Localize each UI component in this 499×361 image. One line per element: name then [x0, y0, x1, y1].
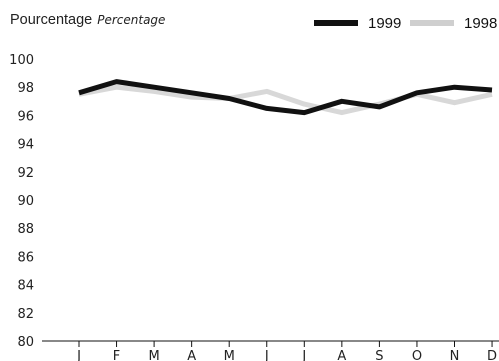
y-axis-title-english: Percentage: [97, 13, 166, 27]
y-tick-label-100: 100: [9, 53, 34, 68]
y-axis-title-french: Pourcentage: [10, 12, 93, 28]
x-tick-label-11: D: [487, 349, 497, 361]
x-tick-label-2: M: [148, 349, 159, 361]
y-tick-label-84: 84: [17, 279, 34, 294]
y-tick-label-88: 88: [17, 222, 34, 237]
x-tick-label-1: F: [113, 349, 120, 361]
y-tick-label-82: 82: [17, 307, 34, 322]
y-tick-label-92: 92: [17, 166, 34, 181]
legend-swatch-1998: [410, 20, 454, 26]
x-tick-label-6: J: [301, 349, 306, 361]
y-tick-label-86: 86: [17, 250, 34, 265]
legend-item-1998: 1998: [410, 13, 497, 33]
y-tick-label-98: 98: [17, 81, 34, 96]
legend-label-1999: 1999: [368, 14, 402, 32]
legend-swatch-1999: [314, 20, 358, 26]
x-tick-label-4: M: [224, 349, 235, 361]
x-tick-label-5: J: [264, 349, 269, 361]
y-tick-label-80: 80: [17, 335, 34, 350]
series-line-1999: [78, 79, 493, 116]
y-tick-label-96: 96: [17, 109, 34, 124]
x-tick-label-3: A: [187, 349, 196, 361]
series-line-1998: [78, 84, 493, 116]
legend-item-1999: 1999: [314, 13, 401, 33]
x-tick-label-0: J: [76, 349, 81, 361]
legend-label-1998: 1998: [464, 14, 498, 32]
y-tick-label-90: 90: [17, 194, 34, 209]
y-tick-label-94: 94: [17, 138, 34, 153]
x-tick-label-10: N: [450, 349, 460, 361]
x-tick-label-7: A: [337, 349, 346, 361]
y-axis-title: Pourcentage Percentage: [10, 12, 165, 28]
x-tick-label-9: O: [412, 349, 422, 361]
x-tick-label-8: S: [375, 349, 383, 361]
